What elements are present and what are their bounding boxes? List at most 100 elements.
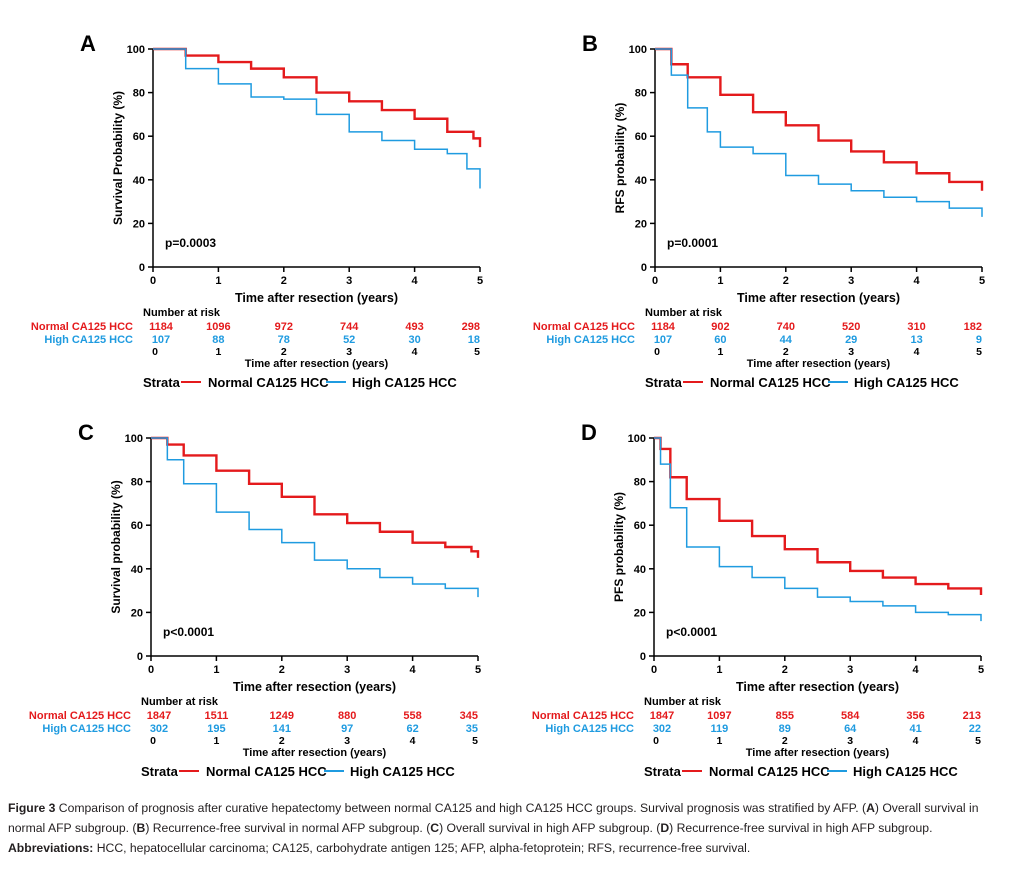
x-tick-label: 4 [913, 664, 920, 676]
risk-table-title: Number at risk [644, 696, 722, 708]
risk-count: 1096 [206, 321, 230, 333]
risk-time-label: 5 [975, 735, 981, 747]
x-tick-label: 2 [281, 275, 287, 287]
x-axis-label: Time after resection (years) [736, 680, 899, 694]
risk-count: 1184 [651, 321, 676, 333]
legend-normal-label: Normal CA125 HCC [710, 375, 831, 390]
figure-caption: Figure 3 Comparison of prognosis after c… [8, 798, 1018, 858]
x-tick-label: 3 [344, 664, 350, 676]
y-tick-label: 100 [125, 433, 143, 445]
y-tick-label: 100 [628, 433, 646, 445]
risk-count: 345 [460, 710, 478, 722]
y-tick-label: 0 [139, 262, 145, 274]
panel-letter: D [581, 420, 597, 445]
risk-time-label: 4 [410, 735, 416, 747]
risk-row-label: High CA125 HCC [545, 723, 634, 735]
risk-time-label: 1 [215, 346, 221, 358]
risk-time-label: 4 [913, 735, 919, 747]
risk-count: 41 [909, 723, 921, 735]
x-tick-label: 4 [412, 275, 419, 287]
normal-ca125-curve [655, 47, 984, 191]
legend-title: Strata [644, 764, 682, 779]
risk-count: 89 [779, 723, 791, 735]
high-ca125-curve [151, 437, 479, 598]
risk-count: 52 [343, 334, 355, 346]
legend-title: Strata [141, 764, 179, 779]
caption-text: ) Overall survival in high AFP subgroup.… [439, 821, 661, 835]
risk-time-label: 4 [412, 346, 418, 358]
risk-count: 493 [405, 321, 423, 333]
risk-count: 584 [841, 710, 860, 722]
p-value: p=0.0001 [667, 236, 718, 250]
risk-count: 298 [462, 321, 480, 333]
risk-row-label: High CA125 HCC [546, 334, 635, 346]
high-ca125-curve [153, 48, 481, 189]
abbreviations-text: HCC, hepatocellular carcinoma; CA125, ca… [93, 841, 751, 855]
risk-count: 97 [341, 723, 353, 735]
risk-count: 880 [338, 710, 356, 722]
x-tick-label: 1 [213, 664, 219, 676]
risk-count: 44 [780, 334, 793, 346]
y-tick-label: 0 [640, 651, 646, 663]
risk-time-label: 5 [474, 346, 480, 358]
caption-ref-d: D [660, 821, 670, 835]
x-axis-label: Time after resection (years) [737, 291, 900, 305]
risk-time-label: 0 [653, 735, 659, 747]
x-tick-label: 0 [150, 275, 156, 287]
risk-time-label: 0 [152, 346, 158, 358]
risk-count: 972 [275, 321, 293, 333]
risk-count: 213 [963, 710, 981, 722]
risk-count: 60 [714, 334, 726, 346]
x-tick-label: 1 [716, 664, 722, 676]
risk-count: 9 [976, 334, 982, 346]
y-tick-label: 80 [634, 477, 646, 489]
x-tick-label: 3 [848, 275, 854, 287]
risk-count: 30 [408, 334, 420, 346]
x-axis-label: Time after resection (years) [233, 680, 396, 694]
risk-time-label: 3 [344, 735, 350, 747]
legend-normal-label: Normal CA125 HCC [709, 764, 830, 779]
p-value: p<0.0001 [163, 625, 214, 639]
y-tick-label: 60 [634, 520, 646, 532]
risk-count: 35 [466, 723, 478, 735]
risk-table-xlabel: Time after resection (years) [747, 358, 891, 370]
risk-count: 1184 [149, 321, 174, 333]
normal-ca125-curve [153, 47, 482, 148]
x-tick-label: 2 [783, 275, 789, 287]
risk-count: 310 [907, 321, 925, 333]
y-tick-label: 40 [635, 175, 647, 187]
panel-letter: C [78, 420, 94, 445]
legend-high-label: High CA125 HCC [853, 764, 958, 779]
risk-table-title: Number at risk [141, 696, 219, 708]
risk-time-label: 3 [847, 735, 853, 747]
risk-time-label: 0 [654, 346, 660, 358]
x-tick-label: 5 [475, 664, 481, 676]
x-tick-label: 0 [651, 664, 657, 676]
risk-count: 1847 [147, 710, 171, 722]
caption-ref-c: C [430, 821, 440, 835]
caption-text: ) Recurrence-free survival in high AFP s… [669, 821, 933, 835]
risk-row-label: Normal CA125 HCC [533, 321, 635, 333]
risk-count: 18 [468, 334, 480, 346]
y-tick-label: 20 [133, 218, 145, 230]
x-tick-label: 5 [979, 275, 985, 287]
legend-high-label: High CA125 HCC [350, 764, 455, 779]
panel-letter: B [582, 31, 598, 56]
risk-count: 902 [711, 321, 729, 333]
risk-row-label: Normal CA125 HCC [29, 710, 131, 722]
risk-time-label: 2 [281, 346, 287, 358]
y-tick-label: 20 [634, 607, 646, 619]
risk-time-label: 3 [848, 346, 854, 358]
x-tick-label: 4 [914, 275, 921, 287]
x-tick-label: 0 [148, 664, 154, 676]
risk-time-label: 5 [976, 346, 982, 358]
risk-time-label: 3 [346, 346, 352, 358]
risk-count: 302 [653, 723, 671, 735]
legend-title: Strata [645, 375, 683, 390]
risk-time-label: 4 [914, 346, 920, 358]
risk-count: 740 [777, 321, 795, 333]
